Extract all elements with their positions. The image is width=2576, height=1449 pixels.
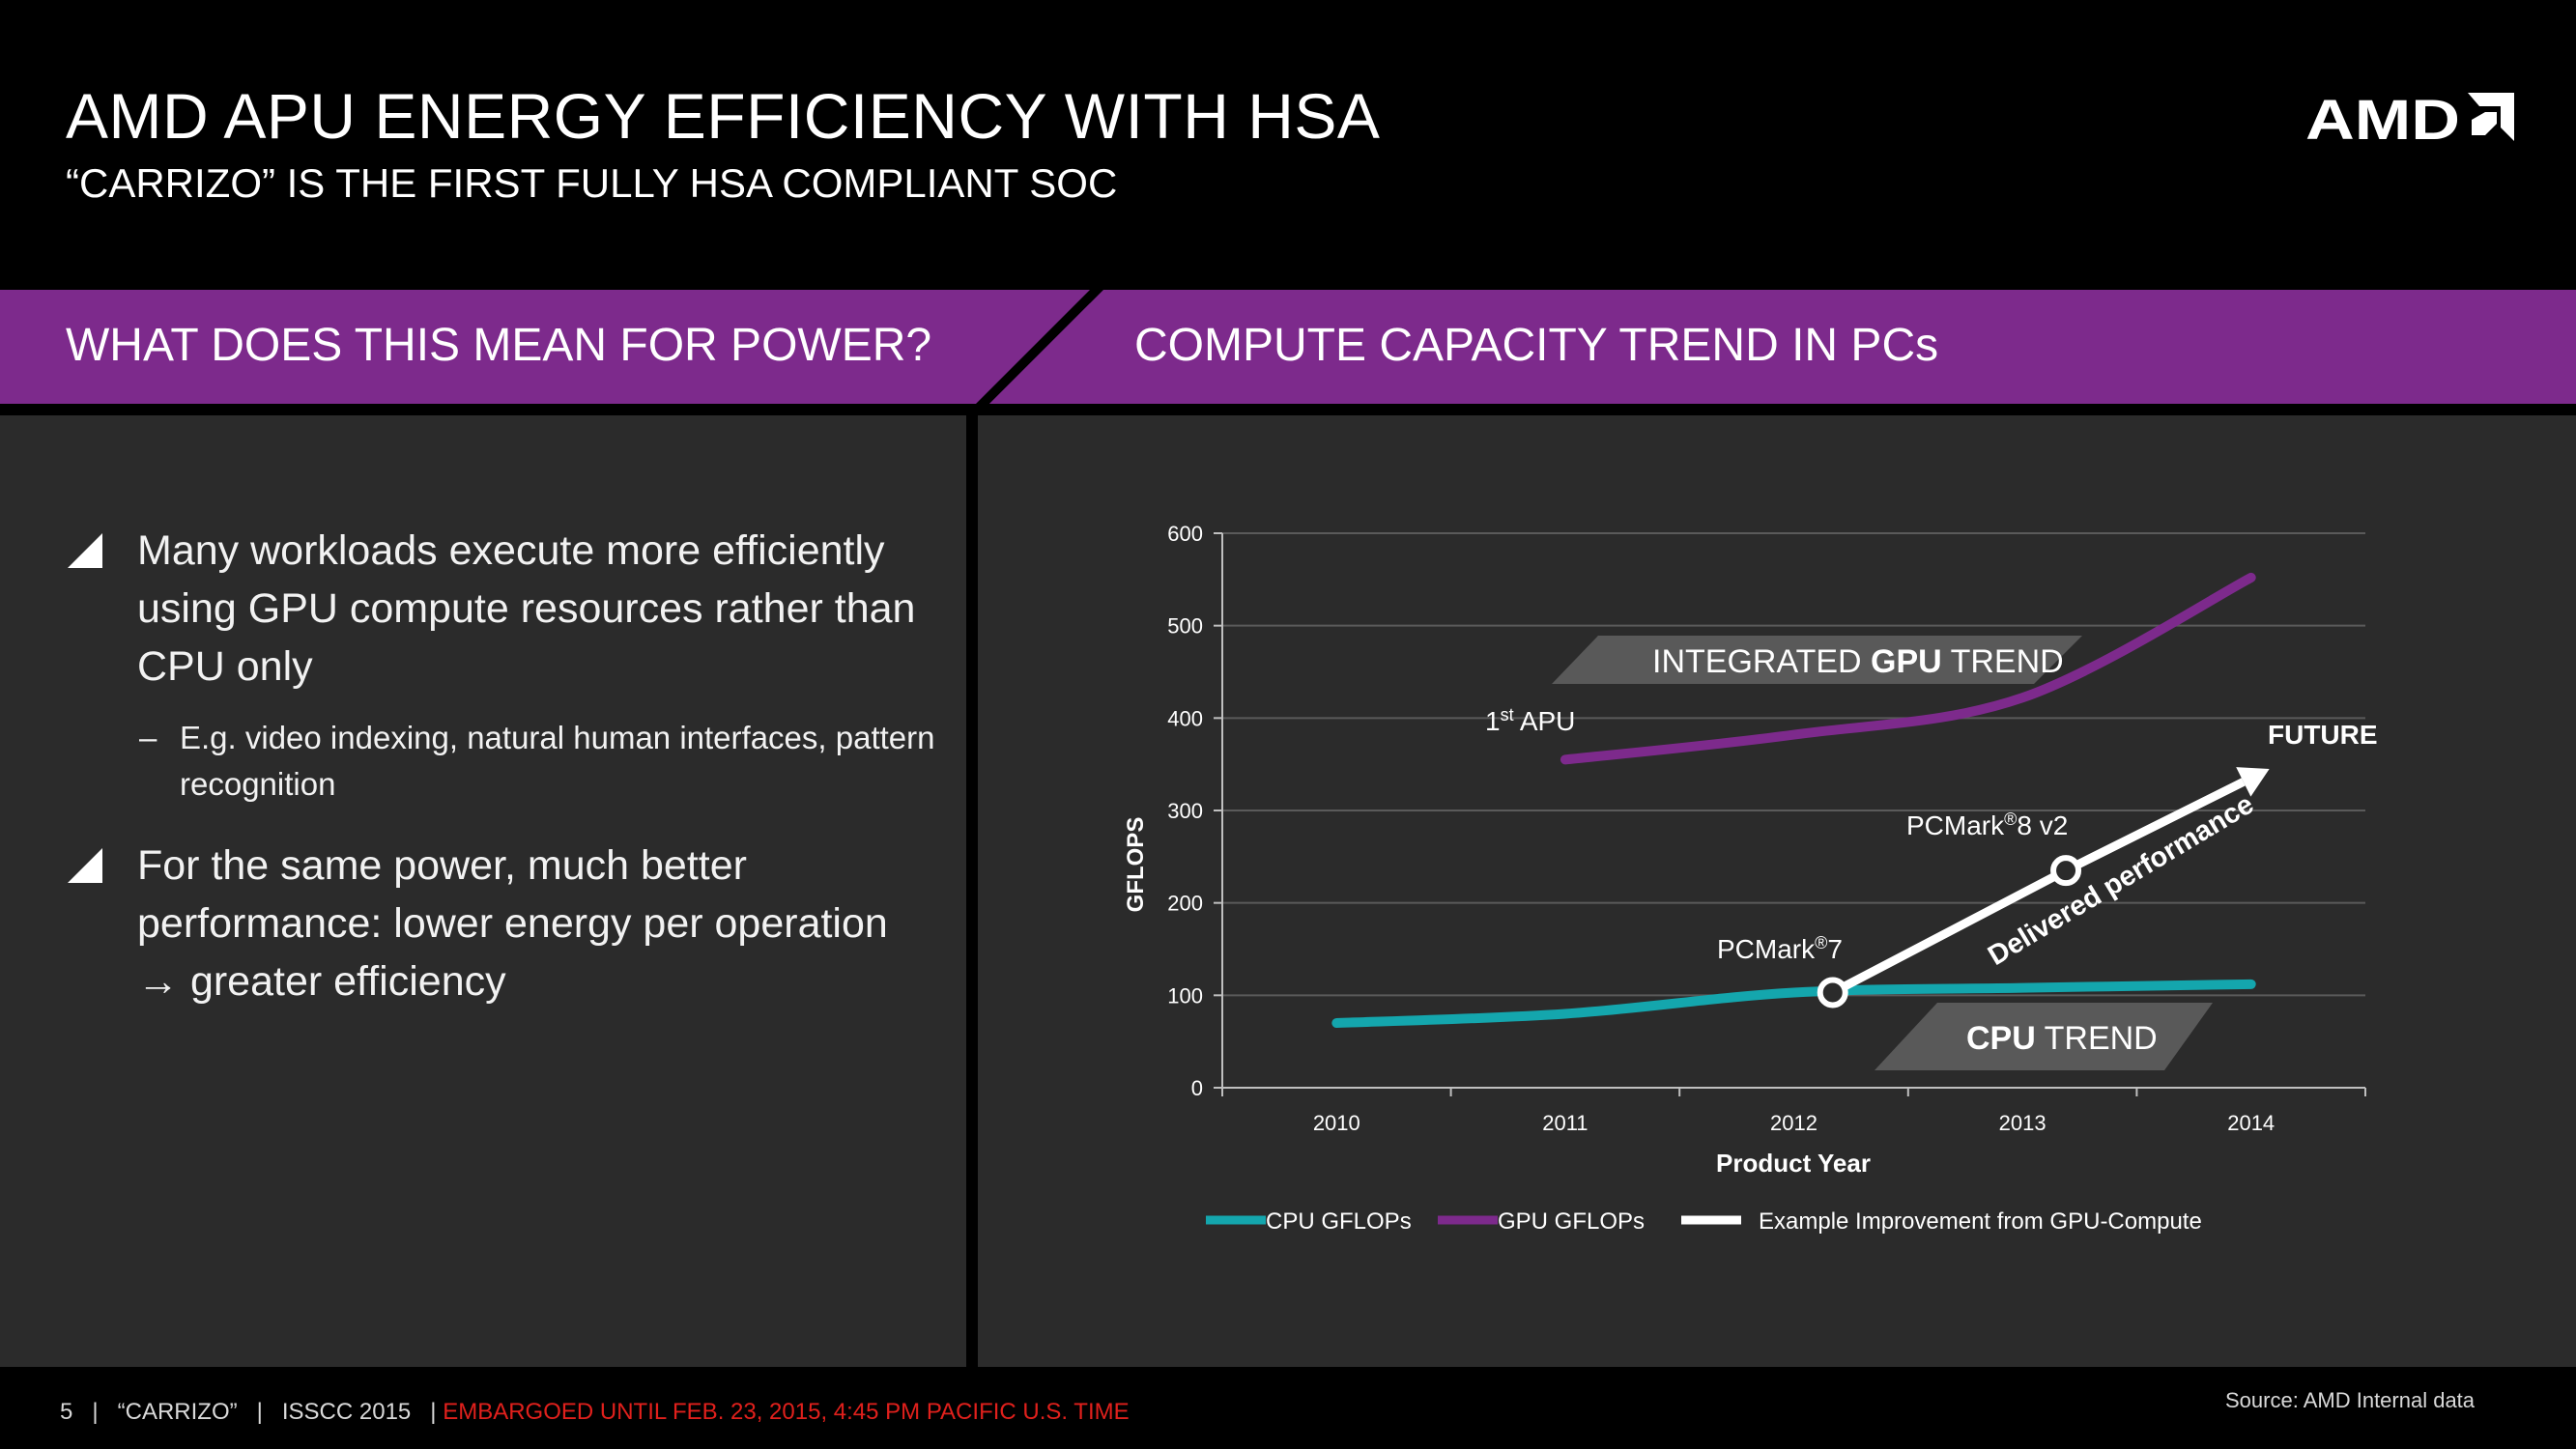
dash-icon: – [139, 720, 157, 755]
axis-layer: 0 100 200 300 400 500 600 2010 2011 2012 2013 2014 [1167, 522, 2366, 1135]
y-tick-label-0: 0 [1191, 1076, 1203, 1100]
footer-bar [0, 1367, 2576, 1449]
x-tick-label-2011: 2011 [1542, 1111, 1588, 1135]
right-panel [978, 415, 2576, 1367]
future-label: FUTURE [2268, 720, 2378, 750]
bullet-workloads-text: Many workloads execute more efficiently … [137, 527, 916, 690]
embargo-notice: EMBARGOED UNTIL FEB. 23, 2015, 4:45 PM P… [443, 1399, 1130, 1425]
gpu-trend-banner [1552, 636, 2082, 684]
arrow-right-icon: → [137, 958, 179, 1005]
band-right-bg [989, 290, 2576, 404]
power-heading: WHAT DOES THIS MEAN FOR POWER? [66, 320, 932, 371]
x-tick-label-2012: 2012 [1770, 1111, 1818, 1135]
legend-gpu-label: GPU GFLOPs [1498, 1208, 1645, 1235]
sub-bullet-text: E.g. video indexing, natural human inter… [180, 720, 935, 802]
y-tick-label-600: 600 [1167, 522, 1203, 546]
triangle-bullet-icon [68, 533, 102, 568]
slide-subtitle: “CARRIZO” IS THE FIRST FULLY HSA COMPLIA… [66, 160, 1118, 206]
footer-codename: “CARRIZO” [117, 1399, 238, 1425]
y-tick-label-500: 500 [1167, 614, 1203, 639]
pcmark7-label: PCMark®7 [1717, 933, 1843, 964]
x-tick-label-2014: 2014 [2227, 1111, 2275, 1135]
bullet-workloads: Many workloads execute more efficiently … [66, 522, 935, 696]
cpu-trend-label: CPU TREND [1966, 1020, 2158, 1057]
amd-logo: AMD [2305, 91, 2514, 145]
x-axis-title: Product Year [1716, 1149, 1871, 1178]
left-panel [0, 415, 966, 1367]
source-note: Source: AMD Internal data [2225, 1388, 2476, 1412]
footer-sep-2: | [256, 1399, 263, 1425]
pcmark8-marker [2050, 855, 2082, 887]
y-tick-label-400: 400 [1167, 706, 1203, 730]
y-tick-label-200: 200 [1167, 892, 1203, 916]
grid-layer [1222, 532, 2365, 997]
compute-heading: COMPUTE CAPACITY TREND IN PCs [1134, 320, 1939, 371]
page-number: 5 [60, 1399, 73, 1425]
footer-sep-1: | [92, 1399, 99, 1425]
band-left-bg [0, 290, 1090, 404]
first-apu-label: 1st APU [1485, 705, 1575, 736]
footer-text: 5 | “CARRIZO” | ISSCC 2015 | EMBARGOED U… [60, 1399, 1130, 1426]
y-tick-label-300: 300 [1167, 799, 1203, 823]
gpu-gflops-line [1560, 572, 2256, 765]
legend-cpu-label: CPU GFLOPs [1266, 1208, 1412, 1235]
y-axis-title: GFLOPS [1123, 817, 1149, 913]
improvement-arrowhead-icon [2236, 767, 2270, 797]
y-tick-label-100: 100 [1167, 983, 1203, 1008]
amd-arrow-icon [2468, 93, 2514, 141]
sub-bullet-examples: – E.g. video indexing, natural human int… [66, 715, 935, 808]
cpu-trend-banner [1875, 1003, 2213, 1070]
triangle-bullet-icon [68, 848, 102, 883]
footer-sep-3: | [430, 1399, 437, 1425]
band-divider [976, 290, 1103, 404]
section-band [0, 290, 2576, 404]
bullet-list: Many workloads execute more efficiently … [66, 522, 935, 1010]
legend-improvement-label: Example Improvement from GPU-Compute [1759, 1208, 2202, 1235]
amd-logo-text: AMD [2305, 91, 2460, 145]
bullet-power-text-end: greater efficiency [189, 958, 506, 1005]
gpu-trend-label: INTEGRATED GPU TREND [1652, 643, 2064, 680]
x-tick-label-2013: 2013 [1999, 1111, 2046, 1135]
cpu-gflops-line [1331, 979, 2256, 1029]
bullet-power-text: For the same power, much better performa… [137, 842, 888, 947]
footer-event: ISSCC 2015 [281, 1399, 412, 1425]
pcmark7-marker [1817, 977, 1848, 1009]
bullet-power: For the same power, much better performa… [66, 837, 935, 1010]
series-layer [1331, 572, 2270, 1029]
pcmark8-label: PCMark®8 v2 [1906, 810, 2068, 840]
x-tick-label-2010: 2010 [1313, 1111, 1360, 1135]
slide-title: AMD APU ENERGY EFFICIENCY WITH HSA [66, 80, 1381, 152]
